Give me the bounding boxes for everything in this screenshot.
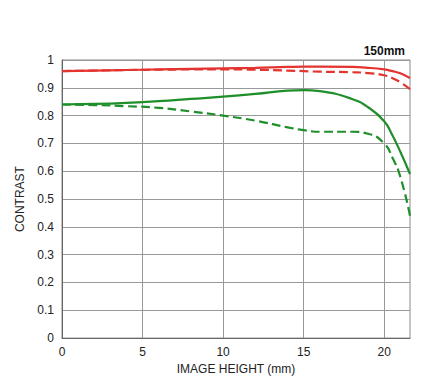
svg-text:150mm: 150mm (364, 44, 405, 58)
svg-text:IMAGE HEIGHT (mm): IMAGE HEIGHT (mm) (177, 362, 295, 376)
svg-text:0.7: 0.7 (37, 136, 54, 150)
svg-text:0.4: 0.4 (37, 220, 54, 234)
svg-text:CONTRAST: CONTRAST (13, 165, 27, 232)
svg-text:5: 5 (139, 345, 146, 359)
svg-text:0: 0 (47, 331, 54, 345)
svg-text:10: 10 (216, 345, 230, 359)
svg-text:0.8: 0.8 (37, 109, 54, 123)
svg-text:0.2: 0.2 (37, 275, 54, 289)
svg-text:0.9: 0.9 (37, 81, 54, 95)
svg-text:20: 20 (378, 345, 392, 359)
svg-text:0: 0 (59, 345, 66, 359)
svg-text:0.3: 0.3 (37, 248, 54, 262)
svg-text:15: 15 (297, 345, 311, 359)
svg-text:0.6: 0.6 (37, 164, 54, 178)
svg-text:0.1: 0.1 (37, 303, 54, 317)
svg-text:1: 1 (47, 53, 54, 67)
svg-text:0.5: 0.5 (37, 192, 54, 206)
